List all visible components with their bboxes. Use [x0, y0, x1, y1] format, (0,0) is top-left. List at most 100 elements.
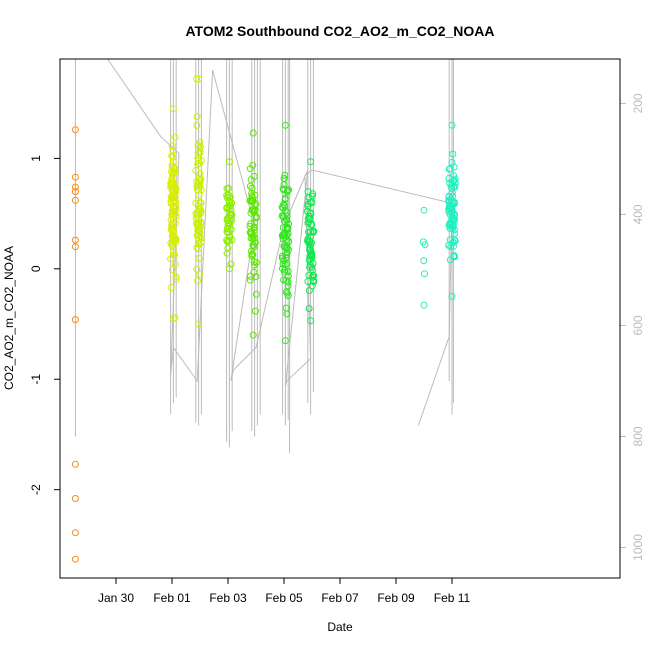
data-point [196, 271, 204, 278]
data-point [71, 460, 79, 468]
data-point [248, 184, 256, 192]
data-point [308, 192, 316, 200]
data-point [450, 212, 458, 219]
data-point [305, 271, 313, 279]
data-point [450, 252, 458, 260]
data-point [170, 169, 178, 177]
data-point [448, 209, 456, 217]
data-point [194, 226, 202, 234]
data-point [448, 121, 456, 129]
data-point [227, 217, 235, 225]
data-point [284, 267, 292, 275]
data-point [447, 183, 455, 191]
data-point [169, 158, 177, 166]
data-point [71, 126, 79, 134]
data-point [281, 121, 289, 129]
data-point [451, 230, 459, 238]
data-point [448, 292, 456, 300]
data-point [420, 301, 428, 309]
data-point [246, 276, 254, 284]
data-point [170, 207, 178, 215]
pressure-line [107, 58, 453, 426]
data-point [421, 241, 429, 249]
data-point [279, 224, 287, 232]
data-point [71, 196, 79, 204]
data-point [451, 237, 459, 245]
data-point [223, 238, 231, 246]
y2-tick-label: 1000 [631, 534, 645, 561]
data-point [246, 182, 254, 190]
data-point [282, 277, 290, 284]
data-point [284, 238, 292, 246]
data-point [279, 252, 286, 260]
data-point [281, 194, 289, 202]
data-point [195, 245, 202, 253]
data-point [307, 317, 315, 325]
data-point [168, 175, 176, 183]
data-point [167, 216, 175, 224]
data-point [249, 331, 257, 339]
data-point [246, 272, 254, 280]
data-point [249, 161, 257, 169]
data-point [172, 235, 180, 243]
data-point [306, 263, 314, 271]
data-point [283, 225, 291, 233]
data-point [224, 184, 232, 192]
data-point [228, 236, 236, 244]
data-point [283, 236, 290, 244]
data-point [196, 144, 204, 151]
y2-tick-label: 600 [631, 315, 645, 335]
data-point [281, 268, 289, 276]
data-point [195, 228, 203, 236]
data-point [278, 254, 286, 262]
data-point [248, 198, 256, 206]
data-point [420, 257, 428, 265]
data-point [168, 142, 176, 150]
data-point [169, 146, 177, 154]
data-point [250, 258, 258, 266]
chart-title: ATOM2 Southbound CO2_AO2_m_CO2_NOAA [185, 23, 494, 39]
data-point [196, 232, 204, 240]
data-point [194, 277, 202, 285]
data-point [252, 290, 260, 298]
data-point [224, 222, 232, 230]
data-points [71, 75, 459, 563]
data-point [168, 195, 176, 202]
data-point [167, 179, 175, 187]
data-point [71, 243, 79, 251]
data-point [71, 495, 79, 502]
data-point [246, 228, 254, 236]
data-point [282, 288, 290, 296]
data-point [197, 186, 205, 194]
data-point [307, 250, 315, 258]
data-point [450, 163, 458, 171]
data-point [247, 247, 255, 255]
data-point [171, 181, 179, 189]
data-point [223, 204, 231, 212]
data-point [283, 260, 291, 268]
data-point [197, 234, 205, 242]
data-point [172, 273, 180, 281]
data-point [193, 265, 201, 273]
data-point [305, 305, 313, 312]
data-point [281, 266, 289, 274]
data-point [192, 219, 200, 227]
data-point [307, 209, 315, 217]
data-point [167, 284, 175, 292]
y2-tick-label: 800 [631, 426, 645, 446]
data-point [172, 202, 180, 210]
data-point [225, 158, 233, 166]
data-point [449, 150, 457, 158]
data-point [249, 241, 257, 249]
data-point [309, 271, 317, 279]
data-point [280, 242, 288, 250]
plot-frame [59, 58, 621, 579]
data-point [169, 315, 177, 322]
data-point [281, 202, 289, 210]
data-point [71, 316, 79, 324]
data-point [168, 219, 176, 227]
data-point [284, 224, 292, 232]
x-tick-label: Feb 11 [434, 591, 471, 605]
data-point [194, 141, 202, 149]
data-point [304, 215, 312, 222]
